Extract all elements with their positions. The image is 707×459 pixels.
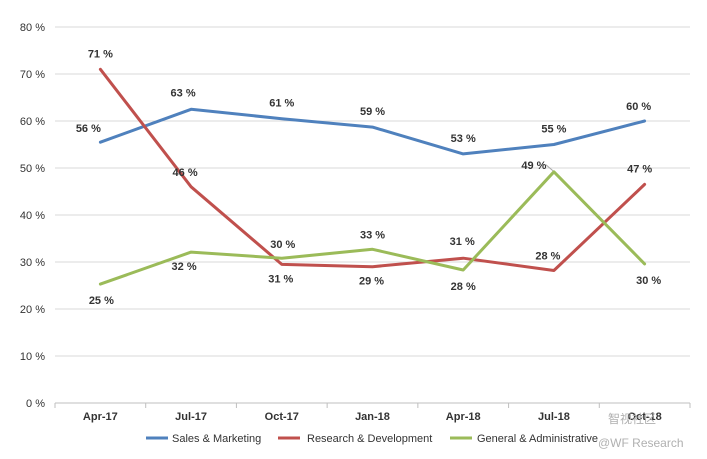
x-tick-label: Apr-18 xyxy=(446,411,481,423)
data-label: 60 % xyxy=(626,101,651,113)
watermark: 智视社区 @WF Research xyxy=(598,411,684,450)
data-label: 32 % xyxy=(172,261,197,273)
y-tick-label: 10 % xyxy=(20,351,45,363)
data-label: 31 % xyxy=(268,273,293,285)
data-label: 33 % xyxy=(360,229,385,241)
legend-label: Research & Development xyxy=(307,433,432,445)
y-tick-label: 60 % xyxy=(20,116,45,128)
data-label: 29 % xyxy=(359,276,384,288)
data-label: 55 % xyxy=(541,124,566,136)
data-label: 63 % xyxy=(171,87,196,99)
watermark-line-1: 智视社区 xyxy=(608,411,656,426)
series-line-sales-marketing xyxy=(98,107,647,156)
data-label: 49 % xyxy=(521,160,546,172)
data-label: 59 % xyxy=(360,106,385,118)
data-label: 46 % xyxy=(173,167,198,179)
data-label: 30 % xyxy=(636,275,661,287)
y-tick-label: 50 % xyxy=(20,163,45,175)
series-line-general-administrative xyxy=(98,170,647,286)
data-label: 31 % xyxy=(450,236,475,248)
watermark-line-2: @WF Research xyxy=(598,436,684,450)
series-lines xyxy=(98,67,647,286)
data-label: 56 % xyxy=(76,123,101,135)
x-axis-ticks: Apr-17 Jul-17 Oct-17 Jan-18 Apr-18 Jul-18 Oct-… xyxy=(54,403,691,423)
data-label: 53 % xyxy=(451,133,476,145)
y-tick-label: 40 % xyxy=(20,210,45,222)
y-tick-label: 80 % xyxy=(20,22,45,34)
x-tick-label: Oct-17 xyxy=(265,411,299,423)
x-tick-label: Jul-18 xyxy=(538,411,570,423)
y-tick-label: 70 % xyxy=(20,69,45,81)
data-label: 47 % xyxy=(627,163,652,175)
data-label: 25 % xyxy=(89,295,114,307)
data-label: 28 % xyxy=(451,281,476,293)
data-labels: 56 % 63 % 61 % 59 % 53 % 55 % 60 % 71 % 46 % 31 %… xyxy=(76,48,662,307)
legend: Sales & Marketing Research & Development G… xyxy=(146,433,598,445)
data-label: 28 % xyxy=(535,250,560,262)
data-label: 30 % xyxy=(270,239,295,251)
y-axis-ticks: 0 % 10 % 20 % 30 % 40 % 50 % 60 % 70 % 80 % xyxy=(20,22,45,410)
leader-line xyxy=(545,164,554,172)
legend-label: General & Administrative xyxy=(477,433,598,445)
x-tick-label: Jan-18 xyxy=(355,411,390,423)
y-tick-label: 0 % xyxy=(26,398,45,410)
data-label: 61 % xyxy=(269,98,294,110)
y-tick-label: 20 % xyxy=(20,304,45,316)
data-label: 71 % xyxy=(88,48,113,60)
x-tick-label: Oct-18 xyxy=(628,411,662,423)
x-tick-label: Jul-17 xyxy=(175,411,207,423)
series-line-research-development xyxy=(98,67,647,272)
legend-label: Sales & Marketing xyxy=(172,433,261,445)
y-tick-label: 30 % xyxy=(20,257,45,269)
x-tick-label: Apr-17 xyxy=(83,411,118,423)
